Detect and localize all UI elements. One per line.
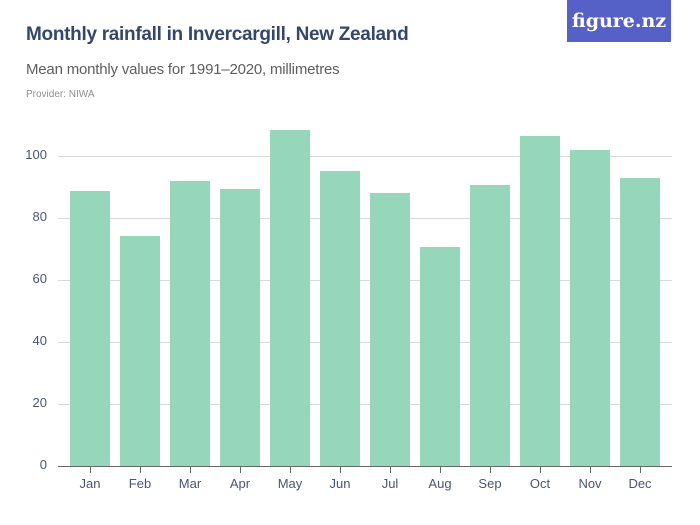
bar-may[interactable] bbox=[270, 129, 310, 466]
gridline bbox=[58, 218, 672, 219]
x-tick bbox=[640, 467, 641, 473]
x-tick-label: Jan bbox=[79, 476, 101, 491]
x-tick bbox=[140, 467, 141, 473]
bar-aug[interactable] bbox=[420, 247, 460, 466]
bar-oct[interactable] bbox=[520, 136, 560, 466]
y-tick-label: 100 bbox=[25, 147, 47, 162]
x-tick-label: Feb bbox=[128, 476, 152, 491]
x-tick-label: Jun bbox=[329, 476, 351, 491]
x-tick bbox=[240, 467, 241, 473]
bar-jun[interactable] bbox=[320, 170, 360, 466]
x-tick bbox=[290, 467, 291, 473]
y-tick-label: 60 bbox=[32, 271, 47, 286]
chart-subtitle: Mean monthly values for 1991–2020, milli… bbox=[26, 61, 340, 78]
bar-sep[interactable] bbox=[470, 185, 510, 466]
x-axis-line bbox=[58, 466, 672, 467]
bar-nov[interactable] bbox=[570, 150, 610, 466]
bar-apr[interactable] bbox=[220, 188, 260, 466]
y-tick-label: 20 bbox=[32, 395, 47, 410]
y-tick-label: 80 bbox=[32, 209, 47, 224]
bar-jan[interactable] bbox=[70, 191, 110, 466]
x-tick-label: Sep bbox=[478, 476, 502, 491]
x-tick-label: Apr bbox=[229, 476, 251, 491]
x-tick-label: Dec bbox=[628, 476, 652, 491]
chart-title: Monthly rainfall in Invercargill, New Ze… bbox=[26, 24, 409, 45]
x-tick bbox=[190, 467, 191, 473]
x-tick bbox=[90, 467, 91, 473]
x-tick-label: Mar bbox=[178, 476, 202, 491]
x-tick bbox=[540, 467, 541, 473]
gridline bbox=[58, 342, 672, 343]
x-tick-label: May bbox=[277, 476, 303, 491]
figure-nz-logo[interactable]: figure.nz bbox=[567, 0, 671, 42]
gridline bbox=[58, 404, 672, 405]
x-tick-label: Nov bbox=[578, 476, 602, 491]
x-tick-label: Aug bbox=[428, 476, 452, 491]
bar-jul[interactable] bbox=[370, 192, 410, 466]
bar-mar[interactable] bbox=[170, 181, 210, 466]
x-tick-label: Oct bbox=[529, 476, 551, 491]
x-tick bbox=[490, 467, 491, 473]
y-tick-label: 0 bbox=[39, 457, 47, 472]
x-tick bbox=[440, 467, 441, 473]
x-tick bbox=[340, 467, 341, 473]
gridline bbox=[58, 156, 672, 157]
bar-feb[interactable] bbox=[120, 235, 160, 466]
x-tick bbox=[390, 467, 391, 473]
y-tick-label: 40 bbox=[32, 333, 47, 348]
data-provider: Provider: NIWA bbox=[26, 89, 95, 100]
bar-dec[interactable] bbox=[620, 178, 660, 466]
gridline bbox=[58, 280, 672, 281]
x-tick bbox=[590, 467, 591, 473]
x-tick-label: Jul bbox=[381, 476, 399, 491]
